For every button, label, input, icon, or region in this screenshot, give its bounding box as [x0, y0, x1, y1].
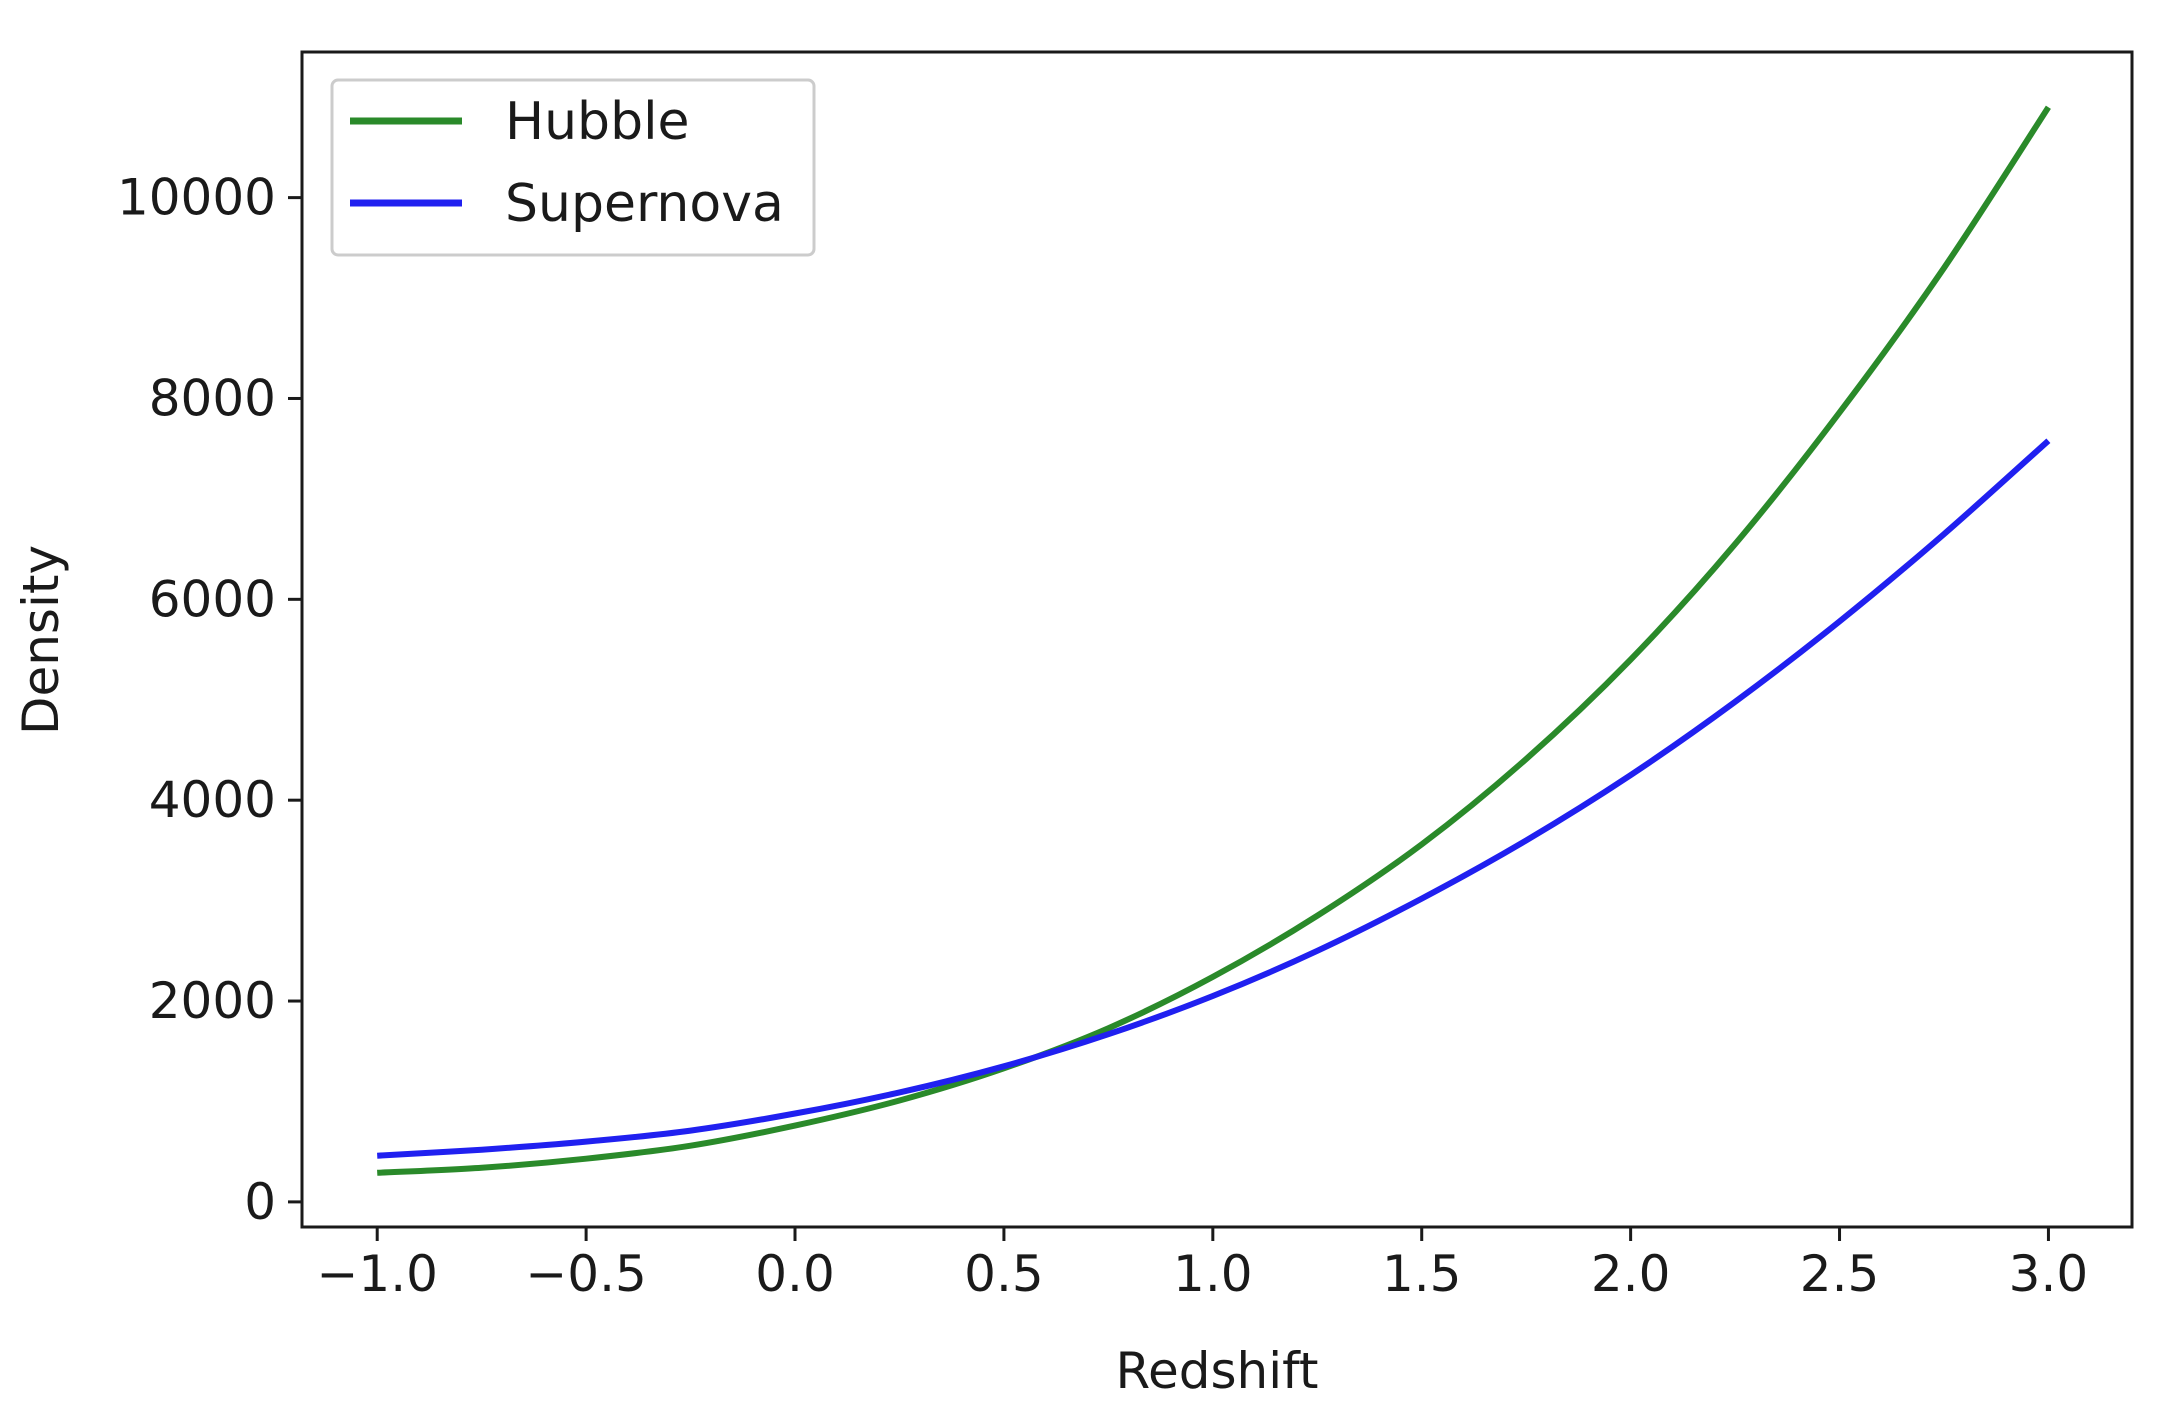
y-axis: 0 2000 4000 6000 8000 10000	[117, 169, 302, 1231]
x-axis: −1.0 −0.5 0.0 0.5 1.0 1.5 2.0 2.5 3.0	[316, 1227, 2088, 1303]
x-tick-label: 1.5	[1382, 1245, 1462, 1303]
series-layer	[377, 105, 2051, 1176]
series-line-supernova	[377, 438, 2051, 1159]
y-tick-label: 4000	[149, 771, 276, 829]
y-tick-label: 0	[244, 1173, 276, 1231]
y-tick-label: 2000	[149, 972, 276, 1030]
x-tick-label: 0.5	[964, 1245, 1044, 1303]
legend: Hubble Supernova	[330, 78, 816, 257]
x-tick-label: 0.0	[755, 1245, 835, 1303]
legend-label-supernova: Supernova	[505, 174, 784, 234]
x-tick-label: 2.5	[1800, 1245, 1880, 1303]
series-line-hubble	[377, 105, 2051, 1176]
legend-label-hubble: Hubble	[505, 92, 690, 152]
x-tick-label: −1.0	[316, 1245, 437, 1303]
x-tick-label: 3.0	[2009, 1245, 2089, 1303]
x-tick-label: −0.5	[525, 1245, 646, 1303]
x-axis-label: Redshift	[1116, 1342, 1319, 1400]
x-tick-label: 2.0	[1591, 1245, 1671, 1303]
y-axis-label: Density	[12, 545, 70, 735]
x-tick-label: 1.0	[1173, 1245, 1253, 1303]
y-tick-label: 8000	[149, 369, 276, 427]
y-tick-label: 6000	[149, 570, 276, 628]
y-tick-label: 10000	[117, 169, 276, 227]
